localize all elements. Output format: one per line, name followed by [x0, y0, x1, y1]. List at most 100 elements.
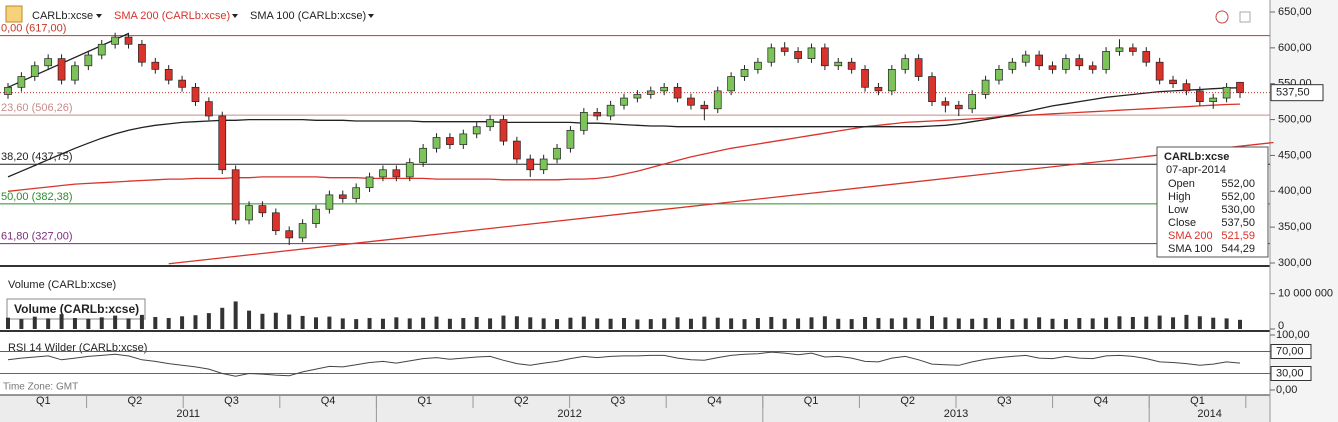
volume-bar	[287, 314, 292, 329]
info-label: High	[1168, 191, 1191, 203]
volume-bar	[180, 316, 185, 329]
y-tick-label: 500,00	[1278, 113, 1312, 125]
toolbar-item[interactable]: SMA 100 (CARLb:xcse)	[250, 10, 366, 22]
volume-bar	[1077, 318, 1082, 329]
candle-body	[1035, 54, 1043, 67]
volume-bar	[1144, 316, 1149, 329]
quarter-label: Q1	[1190, 395, 1205, 407]
candle-body	[432, 137, 441, 149]
volume-bar	[86, 318, 91, 329]
y-tick-label: 650,00	[1278, 6, 1312, 18]
volume-bar	[595, 318, 600, 329]
toolbar-icon[interactable]	[5, 5, 23, 23]
candle-body	[874, 86, 883, 92]
volume-legend: Volume (CARLb:xcse)	[14, 302, 139, 316]
toolbar-item[interactable]: SMA 200 (CARLb:xcse)	[114, 10, 230, 22]
fib-label: 23,60 (506,26)	[1, 102, 73, 114]
candle-body	[794, 51, 802, 59]
volume-bar	[836, 318, 841, 329]
candle-body	[861, 69, 869, 88]
volume-bar	[166, 318, 171, 329]
trend-line	[168, 141, 1274, 265]
year-label: 2012	[557, 408, 581, 420]
volume-bar	[608, 318, 613, 329]
volume-bar	[233, 301, 238, 329]
toolbar-item[interactable]: CARLb:xcse	[32, 10, 93, 22]
candle-body	[941, 101, 950, 106]
candle-body	[245, 205, 253, 221]
volume-bar	[996, 317, 1001, 329]
quarter-label: Q4	[707, 395, 722, 407]
candle-body	[713, 90, 722, 110]
last-price-label: 537,50	[1276, 87, 1310, 99]
volume-bar	[541, 318, 546, 329]
volume-bar	[1010, 319, 1015, 329]
volume-bar	[1063, 319, 1068, 329]
candle-body	[138, 43, 146, 63]
candle-body	[981, 79, 990, 95]
volume-bar	[568, 317, 573, 329]
clock-icon[interactable]	[1215, 10, 1229, 24]
candle-body	[44, 58, 53, 67]
volume-bar	[32, 316, 37, 329]
volume-bar	[956, 318, 961, 329]
candle-body	[298, 223, 307, 239]
volume-bar	[273, 312, 278, 329]
info-value: 537,50	[1221, 217, 1255, 229]
volume-bar	[447, 318, 452, 329]
quarter-label: Q2	[128, 395, 143, 407]
volume-bar	[300, 315, 305, 329]
info-date: 07-apr-2014	[1166, 164, 1226, 176]
candle-body	[271, 212, 280, 232]
volume-bar	[99, 317, 104, 329]
info-value: 521,59	[1221, 230, 1255, 242]
volume-bar	[1224, 318, 1229, 329]
volume-bar	[970, 318, 975, 329]
candle-body	[740, 69, 749, 77]
candle-body	[365, 176, 374, 189]
volume-bar	[863, 316, 868, 329]
volume-bar	[1117, 316, 1122, 329]
quarter-label: Q3	[997, 395, 1012, 407]
volume-bar	[474, 316, 479, 329]
info-label: SMA 100	[1168, 243, 1213, 255]
volume-bar	[139, 314, 144, 329]
quarter-label: Q1	[36, 395, 51, 407]
candle-body	[606, 104, 615, 117]
volume-bar	[1090, 318, 1095, 329]
candle-body	[807, 47, 816, 59]
window-icon[interactable]	[1239, 11, 1251, 23]
candle-body	[700, 104, 709, 110]
volume-bar	[126, 318, 131, 329]
candle-body	[352, 187, 361, 199]
volume-bar	[662, 318, 667, 329]
candle-body	[258, 205, 267, 214]
sma-line	[7, 103, 1241, 192]
last-price-box	[1270, 84, 1324, 102]
candle-body	[1102, 51, 1110, 70]
candle-body	[486, 119, 494, 128]
volume-bar	[72, 318, 77, 329]
candle-body	[513, 140, 521, 160]
candle-body	[191, 86, 200, 102]
info-label: SMA 200	[1168, 230, 1213, 242]
candle-body	[780, 47, 789, 52]
volume-bar	[1050, 318, 1055, 329]
volume-bar	[1171, 317, 1176, 329]
candle-body	[1115, 47, 1124, 52]
volume-bar	[1157, 315, 1162, 329]
volume-bar	[6, 317, 10, 329]
candle-body	[660, 86, 669, 92]
candle-body	[968, 94, 977, 110]
year-label: 2013	[944, 408, 968, 420]
candle-body	[633, 94, 642, 99]
volume-bar	[434, 316, 439, 329]
candle-body	[539, 158, 548, 171]
volume-bar	[876, 318, 881, 329]
volume-bar	[889, 318, 894, 329]
candle-body	[1021, 54, 1030, 63]
fib-label: 50,00 (382,38)	[1, 191, 73, 203]
volume-bar	[622, 318, 626, 329]
candle-body	[84, 54, 93, 67]
volume-bar	[715, 317, 720, 329]
